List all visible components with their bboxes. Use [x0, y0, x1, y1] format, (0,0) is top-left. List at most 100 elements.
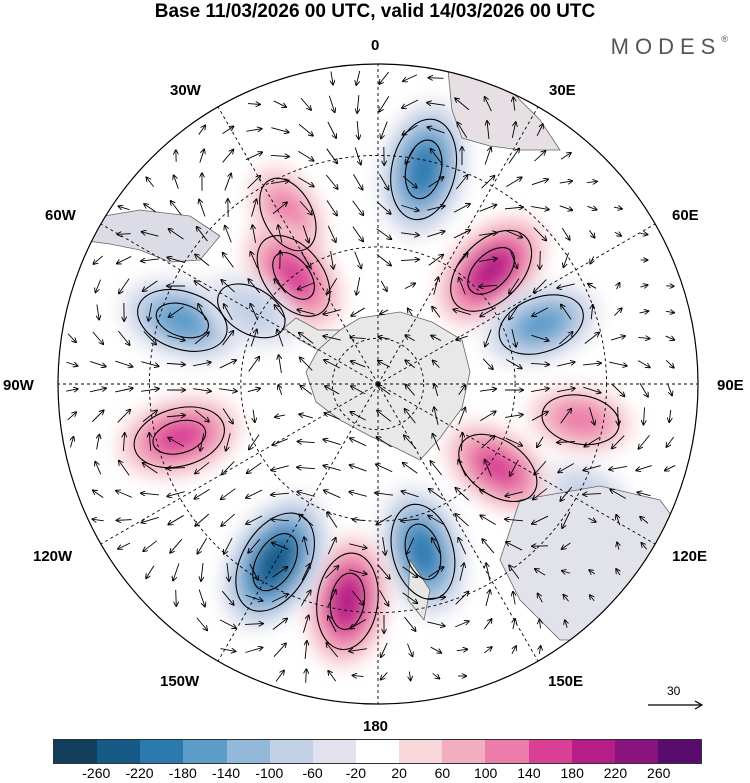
- wind-vector: [169, 306, 184, 317]
- wind-vector: [563, 252, 569, 267]
- wind-vector: [616, 515, 619, 526]
- wind-vector: [404, 283, 415, 290]
- wind-vector: [637, 360, 650, 368]
- wind-vector: [540, 250, 541, 269]
- wind-vector: [583, 494, 602, 495]
- colorbar-tick-label: 260: [647, 765, 671, 781]
- wind-vector: [429, 489, 444, 500]
- brand-registered-mark: ®: [721, 34, 728, 44]
- wind-vector: [97, 304, 99, 320]
- wind-vector: [667, 384, 672, 396]
- wind-vector: [379, 96, 390, 111]
- wind-vector: [409, 671, 410, 681]
- colorbar-tick-label: 180: [560, 765, 584, 781]
- contour-inner-8: [404, 523, 442, 581]
- wind-vector: [326, 200, 337, 216]
- wind-vector: [169, 229, 184, 240]
- wind-vector: [669, 409, 671, 422]
- wind-vector: [167, 468, 186, 469]
- wind-vector: [327, 538, 335, 555]
- wind-vector: [639, 383, 648, 396]
- wind-vector: [247, 104, 260, 105]
- wind-vector: [458, 538, 467, 555]
- wind-vector: [432, 434, 440, 451]
- wind-vector: [480, 307, 497, 317]
- wind-vector: [356, 70, 361, 85]
- wind-vector: [506, 542, 523, 551]
- wind-vector: [587, 206, 596, 209]
- wind-vector: [378, 337, 390, 339]
- map-title: Base 11/03/2026 00 UTC, valid 14/03/2026…: [154, 1, 596, 22]
- wind-vector: [453, 204, 470, 213]
- wind-vector: [194, 409, 209, 421]
- wind-vector: [376, 228, 392, 239]
- wind-vector: [300, 386, 312, 395]
- colorbar-tick-label: -180: [168, 765, 197, 781]
- contour-11: [133, 406, 225, 469]
- wind-vector: [327, 225, 336, 242]
- wind-vector: [531, 388, 549, 393]
- wind-vector: [271, 465, 289, 471]
- wind-vector: [379, 71, 390, 84]
- wind-vector: [562, 571, 571, 574]
- wind-vector: [536, 124, 543, 137]
- wind-vector: [324, 413, 340, 420]
- wind-vector: [219, 619, 236, 628]
- wind-vector: [224, 174, 231, 191]
- wind-vector: [220, 649, 236, 652]
- wind-vectors: [66, 70, 675, 683]
- wind-vector: [587, 181, 597, 182]
- colorbar-swatch-11: [528, 740, 572, 763]
- wind-vector: [354, 147, 361, 164]
- wind-vector: [354, 251, 362, 269]
- contour-inner-11: [152, 419, 207, 455]
- wind-vector: [637, 492, 651, 497]
- wind-vector: [300, 97, 311, 110]
- wind-vector: [302, 615, 308, 633]
- wind-vector: [381, 121, 388, 139]
- wind-vector: [561, 227, 569, 240]
- wind-vector: [534, 279, 547, 293]
- wind-vector: [640, 517, 649, 524]
- wind-vector: [377, 411, 392, 422]
- colorbar: [53, 739, 702, 764]
- wind-vector: [482, 358, 493, 370]
- wind-vector: [584, 333, 599, 344]
- wind-vector: [483, 647, 492, 654]
- wind-vector: [352, 200, 364, 215]
- wind-vector: [224, 537, 233, 554]
- lon-label-90w: 90W: [3, 377, 34, 394]
- wind-vector: [458, 385, 466, 395]
- wind-vector: [430, 461, 443, 476]
- wind-vector: [328, 671, 337, 682]
- wind-vector: [614, 232, 621, 236]
- wind-vector: [271, 493, 290, 495]
- wind-vector: [513, 97, 515, 111]
- contour-8: [390, 503, 456, 600]
- wind-vector: [325, 174, 337, 189]
- wind-vector: [117, 410, 131, 423]
- wind-vector: [485, 329, 492, 347]
- wind-vector: [223, 253, 234, 268]
- wind-vector: [481, 176, 495, 189]
- wind-vector: [222, 461, 235, 474]
- brand-name: MODES: [610, 34, 722, 59]
- wind-vector: [324, 360, 341, 369]
- wind-vector: [90, 360, 106, 366]
- wind-vector: [381, 672, 388, 679]
- wind-vector: [537, 436, 544, 447]
- wind-vector: [453, 230, 470, 239]
- colorbar-swatch-1: [97, 740, 141, 763]
- wind-vector: [328, 616, 337, 633]
- wind-vector: [665, 359, 674, 367]
- wind-vector: [194, 281, 210, 292]
- wind-vector: [532, 307, 549, 316]
- wind-vector: [563, 595, 569, 602]
- wind-vector: [117, 330, 129, 345]
- wind-vector: [613, 207, 622, 209]
- wind-vector: [249, 434, 260, 450]
- wind-vector: [278, 385, 281, 396]
- wind-vector: [403, 463, 418, 474]
- wind-vector: [193, 362, 211, 367]
- wind-vector: [562, 542, 571, 549]
